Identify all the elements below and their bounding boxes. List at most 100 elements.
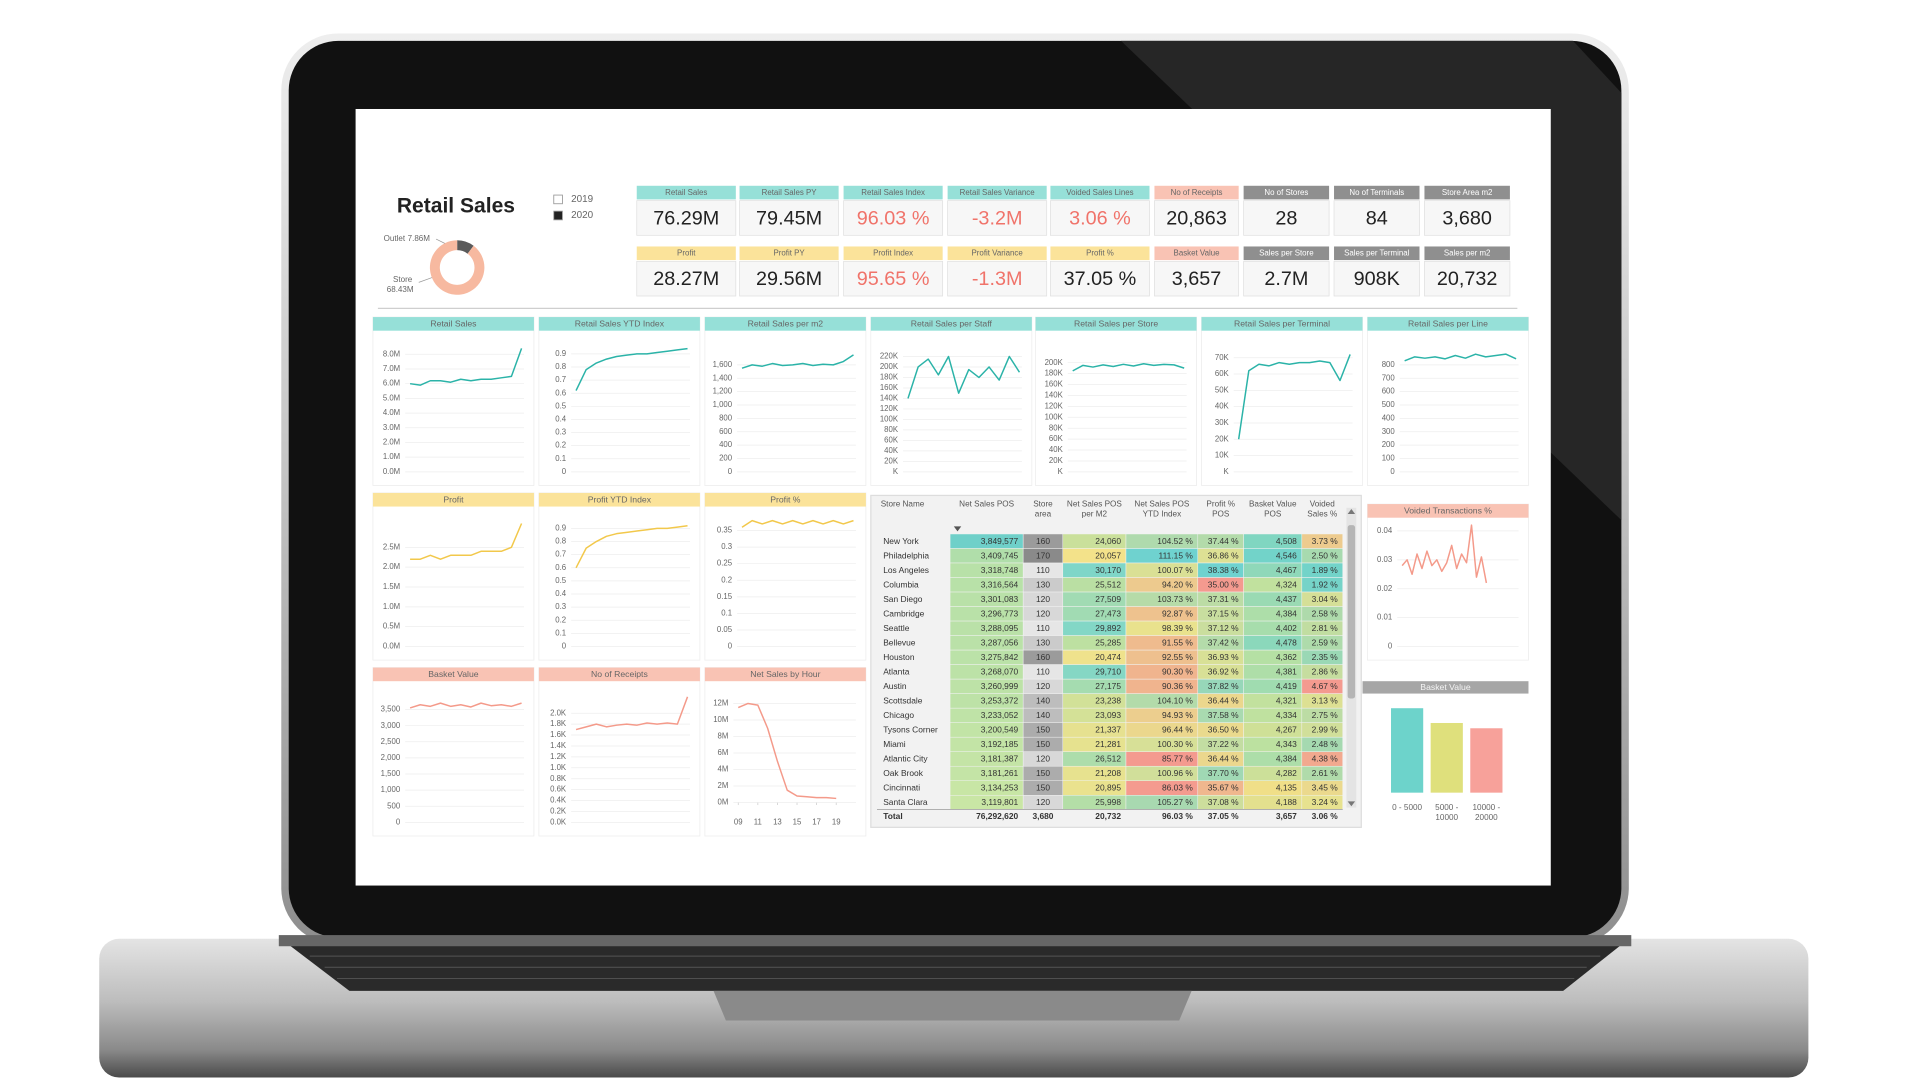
table-cell-text: 130 bbox=[1036, 637, 1050, 647]
table-cell-text: 3,301,083 bbox=[981, 594, 1019, 604]
table-header-box: Profit % POS bbox=[1206, 500, 1235, 518]
y-tick-label: 6.0M bbox=[383, 379, 400, 388]
y-tick-label: 1,000 bbox=[713, 400, 733, 409]
y-tick-label: 0.25 bbox=[717, 559, 733, 568]
line-series bbox=[575, 525, 688, 569]
kpi-card bbox=[1154, 260, 1240, 297]
table-cell-text: 4,362 bbox=[1276, 652, 1297, 662]
table-cell-text: 3,268,070 bbox=[981, 666, 1019, 676]
chart-panel bbox=[870, 316, 1033, 486]
y-tick-label: K bbox=[893, 467, 899, 476]
y-tick-label: 0.2 bbox=[721, 575, 732, 584]
table-cell-text: 3,288,095 bbox=[981, 623, 1019, 633]
kpi-card bbox=[1424, 200, 1511, 236]
table-cell-text: 23,238 bbox=[1095, 696, 1121, 706]
line-series bbox=[409, 348, 523, 386]
line-series bbox=[575, 696, 689, 731]
chart-title: Retail Sales per Line bbox=[1408, 319, 1488, 329]
chart-title: Basket Value bbox=[428, 669, 479, 679]
kpi-header bbox=[1243, 185, 1330, 200]
table-cell-text: 35.67 % bbox=[1208, 783, 1239, 793]
scroll-up[interactable] bbox=[1347, 509, 1356, 514]
y-tick-label: 0.2 bbox=[555, 615, 566, 624]
table-cell-text: Santa Clara bbox=[883, 797, 928, 807]
chart-title: Profit bbox=[443, 494, 464, 504]
y-tick-label: 0.4K bbox=[550, 796, 567, 805]
y-tick-label: 0.6 bbox=[555, 388, 566, 397]
table-header: Basket Value POS bbox=[1248, 500, 1297, 519]
table-cell-text: 100.30 % bbox=[1157, 739, 1193, 749]
y-tick-label: 1.4K bbox=[550, 741, 567, 750]
table-cell-text: 85.77 % bbox=[1162, 754, 1193, 764]
bar bbox=[1470, 728, 1503, 793]
y-tick-label: 140K bbox=[1045, 391, 1064, 400]
table-cell-text: 3,849,577 bbox=[981, 536, 1019, 546]
table-cell-text: 90.30 % bbox=[1162, 666, 1193, 676]
kpi-header bbox=[739, 246, 839, 261]
y-tick-label: 400 bbox=[719, 440, 733, 449]
y-tick-label: 40K bbox=[1049, 445, 1064, 454]
kpi-value: 95.65 % bbox=[857, 268, 930, 290]
kpi-label: Store Area m2 bbox=[1442, 188, 1493, 197]
chart-header bbox=[1367, 317, 1529, 331]
table-cell-text: 27,473 bbox=[1095, 608, 1121, 618]
table-cell-text: Atlanta bbox=[883, 666, 909, 676]
table-cell-text: 4,282 bbox=[1276, 768, 1297, 778]
chart-title: No of Receipts bbox=[591, 669, 648, 679]
kpi-value: -3.2M bbox=[972, 207, 1023, 229]
table-cell-text: 20,057 bbox=[1095, 550, 1121, 560]
y-tick-label: 200 bbox=[1382, 440, 1396, 449]
kpi-card bbox=[843, 200, 944, 236]
kpi-label: Profit Index bbox=[873, 249, 913, 258]
table-header-box: Voided Sales % bbox=[1307, 500, 1337, 518]
chart-title: Basket Value bbox=[1420, 682, 1471, 692]
table-cell-text: 1.92 % bbox=[1312, 579, 1339, 589]
table-cell-text: 92.87 % bbox=[1162, 608, 1193, 618]
y-tick-label: 160K bbox=[1045, 380, 1064, 389]
table-cell-text: Cincinnati bbox=[883, 783, 920, 793]
table-cell-text: Atlantic City bbox=[883, 754, 928, 764]
y-tick-label: 800 bbox=[1382, 360, 1396, 369]
y-tick-label: 0.9 bbox=[555, 523, 566, 532]
y-tick-label: 0M bbox=[718, 798, 729, 807]
y-tick-label: 700 bbox=[1382, 373, 1396, 382]
table-cell-text: 37.12 % bbox=[1208, 623, 1239, 633]
kpi-header bbox=[1243, 246, 1330, 261]
chart-panel bbox=[704, 492, 867, 661]
table-cell-text: 25,285 bbox=[1095, 637, 1121, 647]
y-tick-label: 20K bbox=[1215, 434, 1230, 443]
y-tick-label: 1.5M bbox=[383, 582, 400, 591]
table-cell-text: 20,895 bbox=[1095, 783, 1121, 793]
line-series bbox=[1401, 524, 1488, 584]
table-cell-text: 150 bbox=[1036, 768, 1050, 778]
y-tick-label: 0 bbox=[728, 467, 733, 476]
y-tick-label: 0.04 bbox=[1377, 526, 1393, 535]
table-cell-text: 36.44 % bbox=[1208, 696, 1239, 706]
scrollbar-thumb[interactable] bbox=[1347, 525, 1356, 699]
kpi-label: No of Stores bbox=[1264, 188, 1308, 197]
y-tick-label: 220K bbox=[880, 352, 899, 361]
kpi-value: 29.56M bbox=[756, 268, 822, 290]
table-cell-text: 26,512 bbox=[1095, 754, 1121, 764]
y-tick-label: 1.8K bbox=[550, 719, 567, 728]
y-tick-label: 8M bbox=[718, 732, 729, 741]
table-cell-text: 2.99 % bbox=[1312, 725, 1339, 735]
x-tick-label: 0 - 5000 bbox=[1392, 803, 1423, 813]
kpi-value: 79.45M bbox=[756, 207, 822, 229]
scroll-down[interactable] bbox=[1347, 801, 1356, 807]
chart-header bbox=[372, 317, 534, 331]
kpi-card bbox=[1243, 200, 1330, 236]
table-cell-text: 103.73 % bbox=[1157, 594, 1193, 604]
x-tick-label: 11 bbox=[754, 817, 762, 826]
dashboard-title: Retail Sales bbox=[397, 194, 515, 217]
chart-title: Retail Sales per Store bbox=[1074, 319, 1158, 329]
sort-icon[interactable] bbox=[953, 526, 962, 532]
y-tick-label: 3,500 bbox=[381, 705, 401, 714]
y-tick-label: 1,500 bbox=[381, 769, 401, 778]
y-tick-label: 4.0M bbox=[383, 408, 400, 417]
kpi-value: 96.03 % bbox=[857, 207, 930, 229]
table-cell-text: Oak Brook bbox=[883, 768, 924, 778]
kpi-value: 908K bbox=[1354, 268, 1400, 290]
kpi-card bbox=[1424, 260, 1511, 297]
chart-title: Profit % bbox=[770, 494, 801, 504]
